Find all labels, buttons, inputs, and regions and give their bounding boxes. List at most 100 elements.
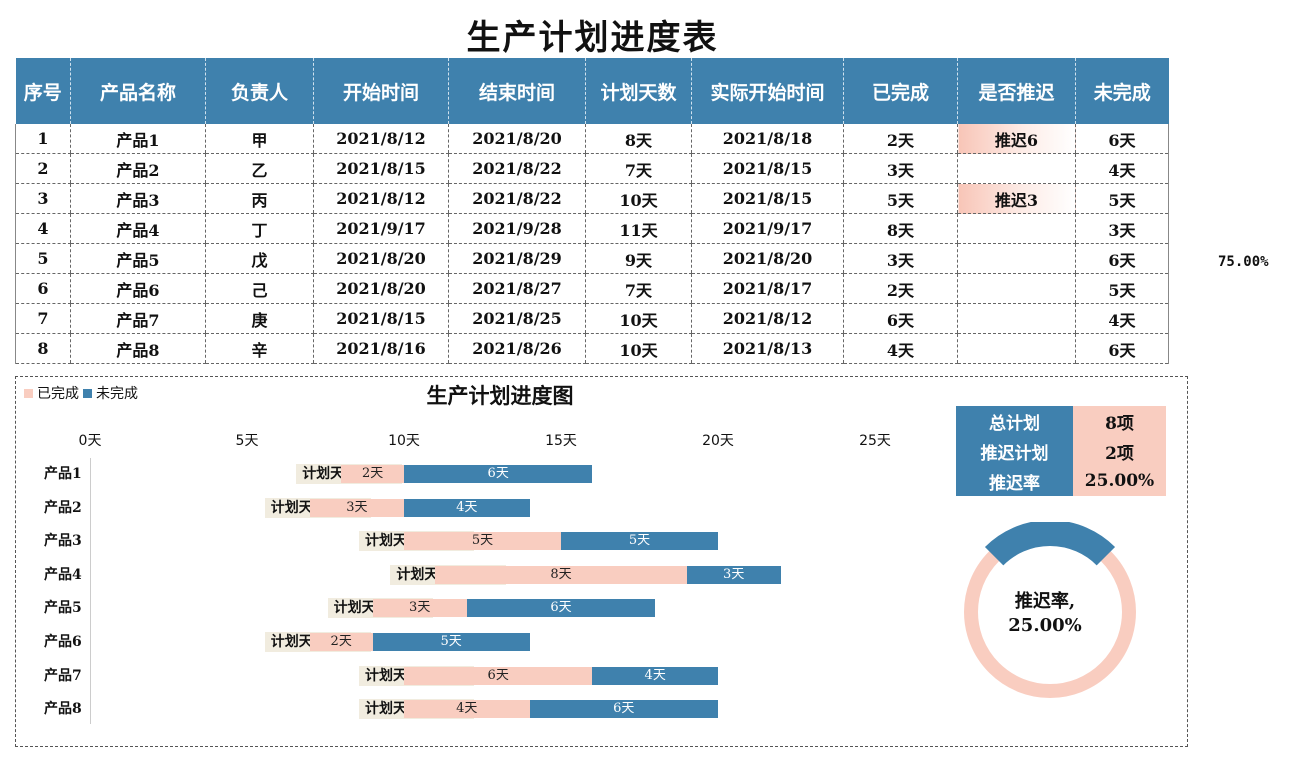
bar-undone: 4天 xyxy=(592,666,718,685)
table-cell: 7天 xyxy=(585,153,692,184)
column-header: 已完成 xyxy=(843,58,958,124)
table-cell: 2021/8/17 xyxy=(691,273,844,304)
table-cell: 3天 xyxy=(1075,213,1169,244)
table-cell: 推迟6 xyxy=(957,124,1076,154)
table-row: 5 产品5 戊 2021/8/20 2021/8/29 9天 2021/8/20 3天 6天 xyxy=(15,243,1169,274)
bar-done: 6天 xyxy=(404,666,593,685)
column-header: 未完成 xyxy=(1075,58,1169,124)
category-label: 产品3 xyxy=(44,533,82,550)
category-label: 产品8 xyxy=(44,701,82,718)
table-cell xyxy=(957,243,1076,274)
summary-value: 8项 xyxy=(1073,406,1166,436)
bar-done: 3天 xyxy=(309,498,404,517)
column-header: 是否推迟 xyxy=(957,58,1076,124)
table-cell: 8 xyxy=(15,333,71,364)
table-cell: 2021/8/12 xyxy=(313,124,449,154)
bar-undone: 5天 xyxy=(372,633,530,651)
column-header: 计划天数 xyxy=(585,58,692,124)
table-cell: 3 xyxy=(15,183,71,214)
table-cell: 2021/8/15 xyxy=(691,153,844,184)
legend-undone-label: 未完成 xyxy=(96,386,138,402)
table-cell: 2021/8/20 xyxy=(313,243,449,274)
bar-undone: 3天 xyxy=(686,565,781,584)
table-cell: 10天 xyxy=(585,303,692,334)
bar-done: 3天 xyxy=(372,599,467,618)
donut-label-line2: 25.00% xyxy=(1008,615,1082,636)
bar-done: 8天 xyxy=(435,565,687,584)
table-cell: 2021/8/12 xyxy=(691,303,844,334)
table-cell: 2021/8/18 xyxy=(691,124,844,154)
legend-done-swatch xyxy=(24,388,33,398)
table-cell: 5天 xyxy=(1075,273,1169,304)
table-cell: 4天 xyxy=(1075,303,1169,334)
table-cell: 戊 xyxy=(205,243,314,274)
table-cell: 丙 xyxy=(205,183,314,214)
summary-row: 推迟计划 2项 xyxy=(956,436,1166,466)
table-cell: 产品2 xyxy=(70,153,206,184)
x-tick-label: 5天 xyxy=(235,433,259,449)
table-cell: 6天 xyxy=(1075,243,1169,274)
column-header: 实际开始时间 xyxy=(691,58,844,124)
table-cell: 推迟3 xyxy=(957,183,1076,214)
table-cell: 5天 xyxy=(843,183,958,214)
table-cell: 2021/8/13 xyxy=(691,333,844,364)
table-cell: 10天 xyxy=(585,183,692,214)
table-cell xyxy=(957,213,1076,244)
table-cell: 2021/9/17 xyxy=(313,213,449,244)
table-cell: 5 xyxy=(15,243,71,274)
delay-rate-donut xyxy=(964,522,1136,698)
table-cell: 2 xyxy=(15,153,71,184)
table-cell: 2021/8/26 xyxy=(448,333,586,364)
table-cell: 4天 xyxy=(1075,153,1169,184)
table-cell: 2天 xyxy=(843,124,958,154)
donut-label: 推迟率, 25.00% xyxy=(985,590,1105,638)
table-cell: 2021/8/15 xyxy=(691,183,844,214)
table-cell: 5天 xyxy=(1075,183,1169,214)
table-row: 4 产品4 丁 2021/9/17 2021/9/28 11天 2021/9/17 8天 3天 xyxy=(15,213,1169,244)
table-cell: 辛 xyxy=(205,333,314,364)
table-row: 7 产品7 庚 2021/8/15 2021/8/25 10天 2021/8/12 6天 4天 xyxy=(15,303,1169,334)
table-cell: 2021/8/25 xyxy=(448,303,586,334)
table-cell: 11天 xyxy=(585,213,692,244)
x-tick-label: 20天 xyxy=(702,433,734,449)
table-cell: 2021/8/20 xyxy=(448,124,586,154)
table-header-row: 序号 产品名称 负责人 开始时间 结束时间 计划天数 实际开始时间 已完成 是否推迟 未完成 xyxy=(15,58,1169,124)
summary-row: 推迟率 25.00% xyxy=(956,466,1166,496)
table-cell: 7天 xyxy=(585,273,692,304)
delay-rate-cell: 75.00% xyxy=(1218,254,1269,270)
table-cell: 乙 xyxy=(205,153,314,184)
table-row: 2 产品2 乙 2021/8/15 2021/8/22 7天 2021/8/15 3天 4天 xyxy=(15,153,1169,184)
table-cell: 3天 xyxy=(843,153,958,184)
table-cell: 庚 xyxy=(205,303,314,334)
bar-undone: 6天 xyxy=(529,700,718,719)
page-title: 生产计划进度表 xyxy=(466,18,719,58)
table-cell: 2021/8/20 xyxy=(313,273,449,304)
table-cell: 9天 xyxy=(585,243,692,274)
x-tick-label: 0天 xyxy=(78,433,102,449)
summary-label: 推迟计划 xyxy=(956,436,1073,466)
table-cell: 产品4 xyxy=(70,213,206,244)
table-cell: 产品8 xyxy=(70,333,206,364)
table-cell: 3天 xyxy=(843,243,958,274)
donut-label-line1: 推迟率, xyxy=(1014,591,1076,612)
table-cell: 10天 xyxy=(585,333,692,364)
table-cell: 7 xyxy=(15,303,71,334)
table-cell: 丁 xyxy=(205,213,314,244)
category-label: 产品1 xyxy=(44,466,82,482)
summary-value: 2项 xyxy=(1073,436,1166,466)
column-header: 结束时间 xyxy=(448,58,586,124)
table-cell: 产品7 xyxy=(70,303,206,334)
summary-value: 25.00% xyxy=(1073,466,1166,496)
table-cell: 2021/8/22 xyxy=(448,183,586,214)
bar-done: 2天 xyxy=(309,633,373,651)
table-body: 1 产品1 甲 2021/8/12 2021/8/20 8天 2021/8/18 2天 推迟6 6… xyxy=(15,124,1169,364)
x-tick-label: 25天 xyxy=(859,433,891,449)
bar-done: 2天 xyxy=(341,465,404,483)
bar-undone: 6天 xyxy=(404,465,593,483)
table-cell: 4天 xyxy=(843,333,958,364)
table-cell: 产品3 xyxy=(70,183,206,214)
category-label: 产品2 xyxy=(44,499,82,516)
table-cell: 产品1 xyxy=(70,124,206,154)
column-header: 开始时间 xyxy=(313,58,449,124)
